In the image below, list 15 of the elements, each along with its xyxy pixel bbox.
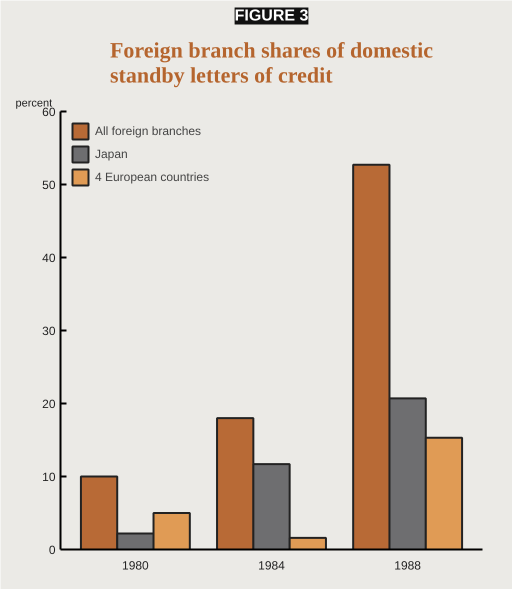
legend-label: All foreign branches <box>95 124 202 138</box>
x-tick-label: 1980 <box>122 558 150 572</box>
y-tick-label: 40 <box>42 251 56 265</box>
legend-label: Japan <box>95 147 128 161</box>
y-tick-label: 50 <box>42 178 56 192</box>
caption: FIGURE 3 <box>234 8 308 24</box>
x-tick-label: 1984 <box>258 558 286 572</box>
chart-title: Foreign branch shares of domestic standby letters of credit <box>110 38 434 88</box>
x-tick-label: 1988 <box>394 558 422 572</box>
y-tick-label: 0 <box>48 543 56 557</box>
legend-label: 4 European countries <box>95 170 210 184</box>
y-axis-title: percent <box>16 98 52 110</box>
y-tick-label: 30 <box>42 324 56 338</box>
y-tick-label: 10 <box>42 470 56 484</box>
y-tick-label: 20 <box>42 397 56 411</box>
